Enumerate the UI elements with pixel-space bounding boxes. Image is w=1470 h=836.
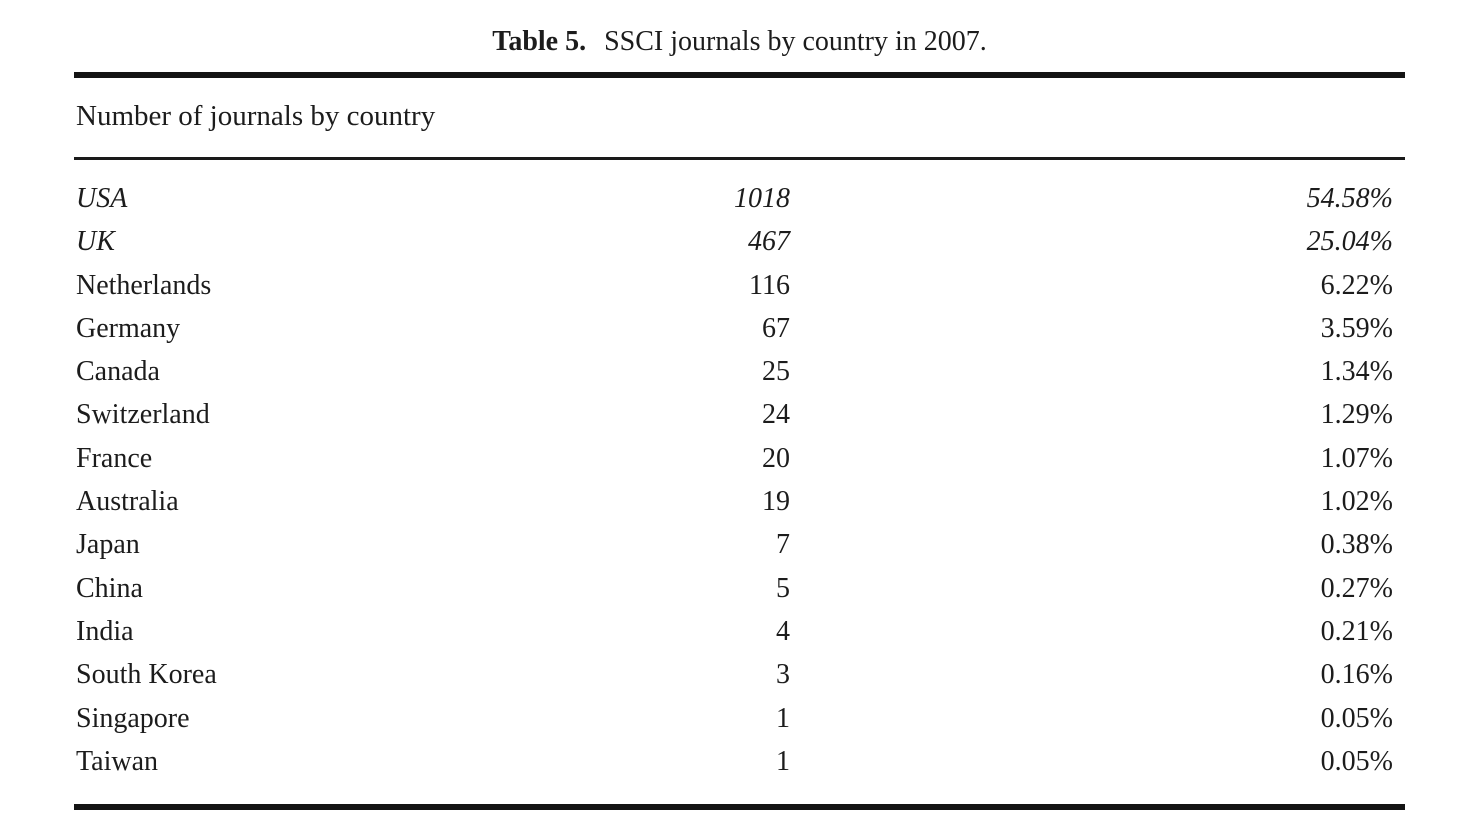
table-caption-text: SSCI journals by country in 2007. — [604, 26, 987, 57]
country-cell: South Korea — [76, 659, 217, 691]
table-row: South Korea 3 0.16% — [74, 653, 1405, 696]
percentage-cell: 1.07% — [1320, 442, 1393, 474]
journal-count-cell: 4 — [776, 615, 790, 647]
percentage-cell: 0.16% — [1320, 659, 1393, 691]
journal-count-cell: 1 — [776, 745, 790, 777]
journal-count-cell: 1018 — [734, 183, 790, 214]
country-cell: Netherlands — [76, 269, 212, 301]
journal-count-cell: 19 — [762, 486, 790, 518]
percentage-cell: 0.05% — [1320, 702, 1393, 734]
journal-count-cell: 467 — [748, 226, 790, 258]
table-row: USA 1018 54.58% — [74, 177, 1405, 220]
table5-ssci-journals: Table 5. SSCI journals by country in 2007… — [74, 0, 1405, 811]
bottom-rule — [74, 804, 1405, 811]
table-row: Taiwan 1 0.05% — [74, 740, 1405, 783]
country-cell: Taiwan — [76, 745, 159, 777]
table-row: Singapore 1 0.05% — [74, 697, 1405, 740]
country-cell: India — [76, 615, 134, 647]
percentage-cell: 0.27% — [1320, 572, 1393, 604]
journal-count-cell: 67 — [762, 312, 790, 344]
percentage-cell: 1.34% — [1320, 356, 1393, 388]
table-row: France 20 1.07% — [74, 437, 1405, 480]
table-row: Germany 67 3.59% — [74, 307, 1405, 350]
table-row: UK 467 25.04% — [74, 220, 1405, 263]
journal-count-cell: 1 — [776, 702, 790, 734]
table-body: USA 1018 54.58% UK 467 25.04% Netherland… — [74, 160, 1405, 804]
percentage-cell: 1.29% — [1320, 399, 1393, 431]
table-row: India 4 0.21% — [74, 610, 1405, 653]
table-subheader: Number of journals by country — [76, 100, 436, 132]
header-rule — [74, 157, 1405, 160]
percentage-cell: 0.38% — [1320, 529, 1393, 561]
country-cell: China — [76, 572, 143, 604]
percentage-cell: 25.04% — [1306, 226, 1393, 258]
country-cell: Germany — [76, 312, 181, 344]
country-cell: Switzerland — [76, 399, 210, 431]
table-row: Canada 25 1.34% — [74, 350, 1405, 393]
percentage-cell: 0.05% — [1320, 745, 1393, 777]
journal-count-cell: 24 — [762, 399, 790, 431]
country-cell: Singapore — [76, 702, 190, 734]
table-caption-label: Table 5. — [492, 26, 587, 57]
table-caption: Table 5. SSCI journals by country in 2007… — [74, 26, 1405, 58]
percentage-cell: 6.22% — [1320, 269, 1393, 301]
table-row: China 5 0.27% — [74, 567, 1405, 610]
country-cell: UK — [76, 226, 115, 258]
journal-count-cell: 5 — [776, 572, 790, 604]
percentage-cell: 1.02% — [1320, 486, 1393, 518]
country-cell: Canada — [76, 356, 160, 388]
country-cell: Japan — [76, 529, 140, 561]
percentage-cell: 0.21% — [1320, 615, 1393, 647]
country-cell: Australia — [76, 486, 179, 518]
table-row: Australia 19 1.02% — [74, 480, 1405, 523]
table-row: Netherlands 116 6.22% — [74, 264, 1405, 307]
percentage-cell: 54.58% — [1306, 183, 1393, 214]
table-row: Japan 7 0.38% — [74, 523, 1405, 566]
journal-count-cell: 25 — [762, 356, 790, 388]
country-cell: France — [76, 442, 153, 474]
journal-count-cell: 7 — [776, 529, 790, 561]
journal-count-cell: 3 — [776, 659, 790, 691]
table-row: Switzerland 24 1.29% — [74, 393, 1405, 436]
country-cell: USA — [76, 183, 128, 214]
percentage-cell: 3.59% — [1320, 312, 1393, 344]
top-rule — [74, 72, 1405, 78]
journal-count-cell: 116 — [749, 269, 790, 301]
journal-count-cell: 20 — [762, 442, 790, 474]
